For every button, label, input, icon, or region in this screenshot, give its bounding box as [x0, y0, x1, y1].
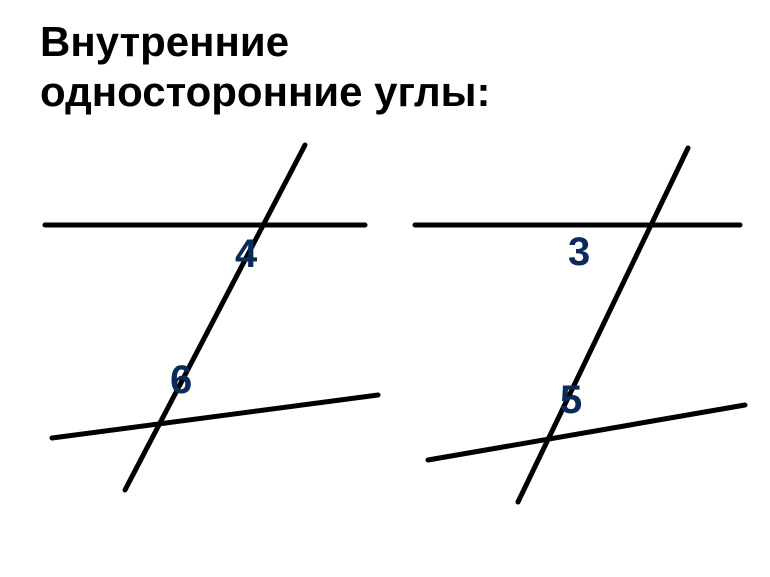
- angle-label-3: 3: [568, 230, 590, 275]
- angle-label-5: 5: [560, 378, 582, 423]
- line-right: [428, 405, 745, 460]
- angle-label-4: 4: [235, 232, 257, 277]
- line-left: [125, 145, 305, 490]
- diagram-canvas: [0, 0, 770, 577]
- angle-label-6: 6: [170, 358, 192, 403]
- line-left: [52, 395, 378, 438]
- line-right: [518, 148, 688, 502]
